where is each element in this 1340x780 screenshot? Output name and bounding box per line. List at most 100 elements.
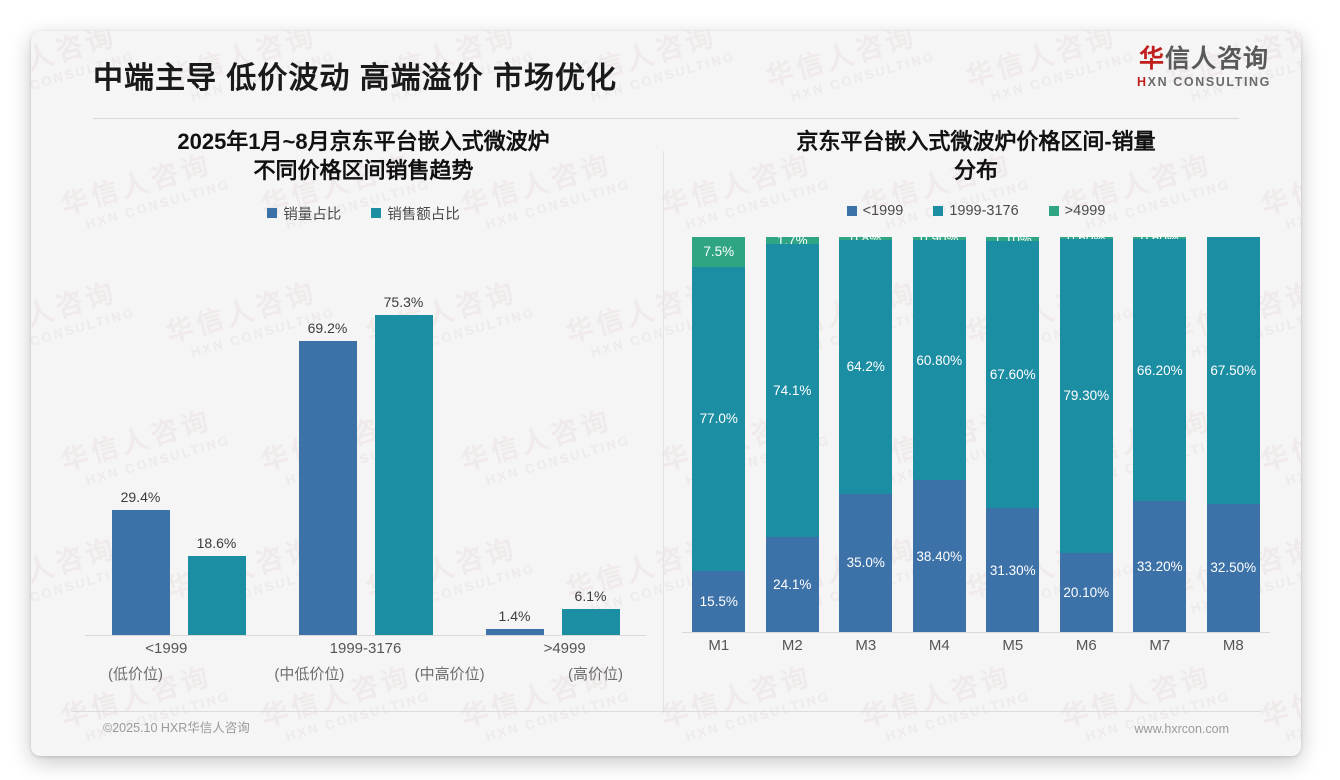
stacked-bar-segment[interactable]: 60.80% xyxy=(912,240,966,481)
bar-value-label: 69.2% xyxy=(307,319,348,336)
right-chart-title-line1: 京东平台嵌入式微波炉价格区间-销量 xyxy=(796,129,1156,154)
stacked-bar[interactable]: 1.10% 67.60% 31.30% xyxy=(986,232,1040,632)
left-chart-legend: 销量占比 销售额占比 xyxy=(71,203,656,224)
left-chart-x-axis xyxy=(85,634,646,636)
stacked-bar-segment[interactable]: 64.2% xyxy=(839,240,893,494)
logo-chinese-accent: 华 xyxy=(1138,45,1165,73)
left-chart-plot: 29.4% 18.6% 69.2% 75.3% 1.4% 6.1% <1999 1999-3… xyxy=(71,236,656,683)
stacked-bar-segment[interactable]: 32.50% xyxy=(1206,503,1260,632)
bar-column[interactable]: 29.4% xyxy=(111,236,170,635)
x-axis-sublabel: (中低价位) xyxy=(274,665,345,683)
stacked-bar-segment[interactable]: 20.10% xyxy=(1059,552,1113,632)
stacked-bar-segment[interactable]: 15.5% xyxy=(692,570,746,632)
bar-value-label: 1.4% xyxy=(498,608,531,624)
bar-column[interactable]: 6.1% xyxy=(561,236,620,635)
stacked-bar-segment[interactable]: 31.30% xyxy=(986,508,1040,632)
bar-rect[interactable] xyxy=(485,629,544,635)
legend-swatch-icon xyxy=(1048,205,1059,216)
legend-swatch-icon xyxy=(371,208,382,219)
legend-item[interactable]: 1999-3176 xyxy=(933,202,1019,219)
bar-rect[interactable] xyxy=(561,609,620,635)
legend-label: <1999 xyxy=(862,202,904,219)
stacked-bar-column[interactable]: 0.60% 79.30% 20.10% xyxy=(1050,231,1124,632)
stacked-bar-segment[interactable]: 67.60% xyxy=(986,241,1040,509)
x-axis-label: M4 xyxy=(928,636,950,654)
logo-chinese: 华信人咨询 xyxy=(1137,45,1271,73)
bar-column[interactable]: 18.6% xyxy=(187,236,246,635)
bar-group: 29.4% 18.6% xyxy=(85,236,272,635)
x-axis-label: M1 xyxy=(708,636,730,654)
bar-rect[interactable] xyxy=(298,340,357,635)
footer-copyright: ©2025.10 HXR华信人咨询 xyxy=(103,721,250,735)
bar-rect[interactable] xyxy=(374,314,433,635)
stacked-bar-column[interactable]: 0.90% 60.80% 38.40% xyxy=(903,231,977,632)
bar-column[interactable]: 75.3% xyxy=(374,236,433,635)
x-axis-label: M6 xyxy=(1075,636,1097,654)
x-axis-label: <1999 xyxy=(145,639,188,657)
segment-value-label: 38.40% xyxy=(916,548,963,564)
legend-item[interactable]: >4999 xyxy=(1048,203,1105,219)
bar-value-label: 75.3% xyxy=(383,293,424,310)
stacked-bar-segment[interactable]: 24.1% xyxy=(765,536,819,632)
segment-value-label: 64.2% xyxy=(846,359,885,375)
bar-value-label: 18.6% xyxy=(196,534,237,551)
bar-group: 1.4% 6.1% xyxy=(459,236,646,635)
stacked-bar-segment[interactable]: 77.0% xyxy=(692,266,746,571)
right-chart-plot: 7.5% 77.0% 15.5% 1.7% 74.1% 24.1% 0.8% 64.2% 35.… xyxy=(676,231,1276,654)
segment-value-label: 66.20% xyxy=(1136,362,1183,378)
stacked-bar-segment[interactable]: 33.20% xyxy=(1133,500,1187,632)
segment-value-label: 60.80% xyxy=(916,352,963,368)
stacked-bar-column[interactable]: 7.5% 77.0% 15.5% xyxy=(682,236,756,632)
stacked-bar-segment[interactable]: 35.0% xyxy=(839,493,893,632)
stacked-bar-column[interactable]: 1.10% 67.60% 31.30% xyxy=(976,232,1050,632)
legend-swatch-icon xyxy=(846,205,857,216)
stacked-bar[interactable]: 0.60% 66.20% 33.20% xyxy=(1133,231,1187,632)
stacked-bar-column[interactable]: 67.50% 32.50% xyxy=(1197,236,1271,632)
bar-rect[interactable] xyxy=(187,555,246,635)
footer-website[interactable]: www.hxrcon.com xyxy=(1134,722,1229,736)
stacked-bar[interactable]: 7.5% 77.0% 15.5% xyxy=(692,236,746,632)
logo-chinese-rest: 信人咨询 xyxy=(1165,45,1270,73)
segment-value-label: 67.50% xyxy=(1210,362,1257,378)
stacked-bar-segment[interactable]: 79.30% xyxy=(1059,239,1113,553)
stacked-bar[interactable]: 0.90% 60.80% 38.40% xyxy=(912,231,966,632)
slide-header: 中端主导 低价波动 高端溢价 市场优化 华信人咨询 HXN CONSULTING xyxy=(31,31,1301,119)
stacked-bar[interactable]: 67.50% 32.50% xyxy=(1206,236,1260,632)
segment-value-label: 77.0% xyxy=(699,411,738,427)
legend-item[interactable]: 销售额占比 xyxy=(371,203,460,224)
bar-rect[interactable] xyxy=(111,510,170,635)
page-title: 中端主导 低价波动 高端溢价 市场优化 xyxy=(93,62,618,95)
stacked-bar-segment[interactable]: 1.7% xyxy=(765,233,819,248)
bar-column[interactable]: 69.2% xyxy=(298,236,357,635)
stacked-bar[interactable]: 1.7% 74.1% 24.1% xyxy=(765,233,819,632)
x-axis-sublabel: (高价位) xyxy=(568,665,623,683)
stacked-bar-segment[interactable]: 38.40% xyxy=(912,480,966,632)
segment-value-label: 79.30% xyxy=(1063,388,1110,404)
x-axis-label: M3 xyxy=(855,636,877,654)
stacked-bar-column[interactable]: 1.7% 74.1% 24.1% xyxy=(756,233,830,632)
x-axis-label: >4999 xyxy=(543,639,586,657)
right-chart-x-labels: M1 M2 M3 M4 M5 M6 M7 M8 xyxy=(682,637,1270,654)
stacked-bar-segment[interactable]: 67.50% xyxy=(1206,236,1260,504)
x-axis-label: M8 xyxy=(1222,636,1244,654)
x-axis-sublabel: (低价位) xyxy=(107,665,163,683)
segment-value-label: 67.60% xyxy=(989,367,1036,383)
legend-label: 1999-3176 xyxy=(949,202,1019,219)
stacked-bar-column[interactable]: 0.8% 64.2% 35.0% xyxy=(829,231,903,632)
logo-english-accent: H xyxy=(1137,75,1148,89)
legend-item[interactable]: <1999 xyxy=(846,202,904,219)
stacked-bar[interactable]: 0.60% 79.30% 20.10% xyxy=(1059,231,1113,632)
stacked-bar-column[interactable]: 0.60% 66.20% 33.20% xyxy=(1123,231,1197,632)
right-chart-title-line2: 分布 xyxy=(953,158,998,184)
legend-item[interactable]: 销量占比 xyxy=(267,203,341,224)
stacked-bar[interactable]: 0.8% 64.2% 35.0% xyxy=(839,231,893,632)
panel-divider xyxy=(663,151,664,711)
stacked-bar-segment[interactable]: 66.20% xyxy=(1133,239,1187,501)
footer-divider xyxy=(71,711,1261,712)
bar-column[interactable]: 1.4% xyxy=(485,236,544,635)
stacked-bar-segment[interactable]: 74.1% xyxy=(765,243,819,537)
right-chart-legend: <1999 1999-3176 >4999 xyxy=(676,203,1276,219)
legend-label: 销售额占比 xyxy=(387,206,460,223)
brand-logo: 华信人咨询 HXN CONSULTING xyxy=(1137,45,1271,89)
stacked-bar-segment[interactable]: 7.5% xyxy=(692,236,746,267)
